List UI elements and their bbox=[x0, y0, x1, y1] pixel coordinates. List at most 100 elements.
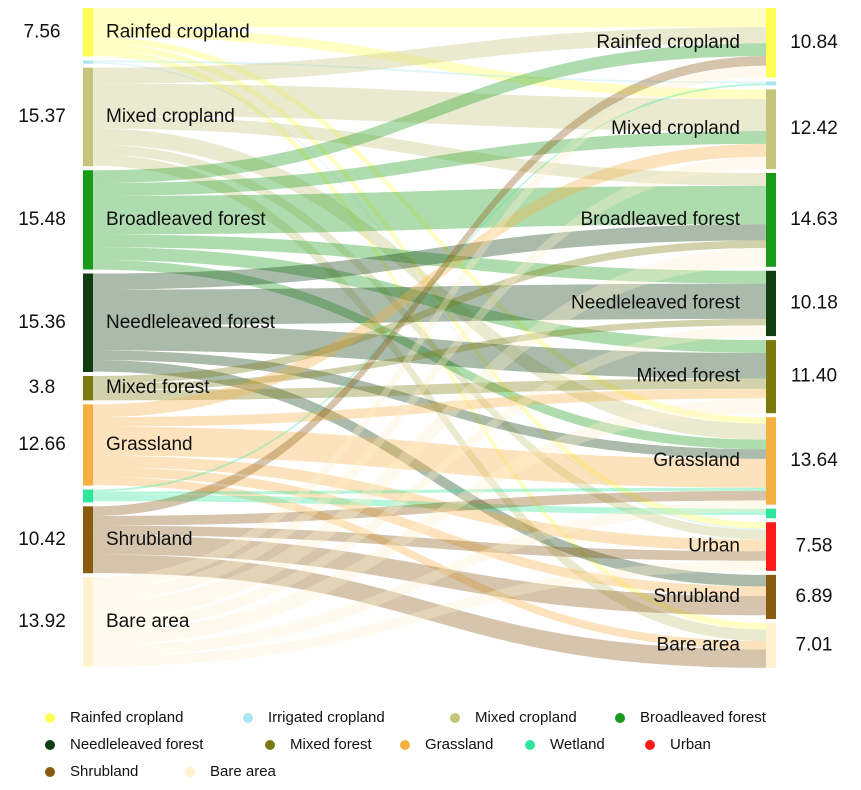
node-bar bbox=[83, 375, 93, 401]
node-bar bbox=[83, 273, 93, 372]
node-bar bbox=[766, 417, 776, 505]
flow bbox=[93, 388, 766, 427]
node-bar bbox=[83, 170, 93, 270]
node-bar bbox=[83, 404, 93, 486]
node-bar bbox=[766, 340, 776, 414]
flow bbox=[93, 426, 766, 488]
flow bbox=[93, 494, 766, 516]
flow bbox=[93, 185, 766, 235]
legend-marker bbox=[450, 713, 460, 723]
flow bbox=[93, 398, 766, 646]
node-bar bbox=[766, 8, 776, 78]
value-label: 12.42 bbox=[790, 118, 838, 139]
node-bar bbox=[83, 577, 93, 667]
value-label: 15.37 bbox=[18, 106, 66, 127]
node-label: Rainfed cropland bbox=[596, 32, 740, 53]
flow bbox=[93, 62, 766, 530]
flow bbox=[93, 554, 766, 668]
legend-marker bbox=[645, 740, 655, 750]
legend-text: Wetland bbox=[550, 736, 605, 753]
value-label: 6.89 bbox=[796, 586, 833, 607]
node-bar bbox=[766, 172, 776, 267]
legend-marker bbox=[45, 740, 55, 750]
flow bbox=[93, 43, 766, 529]
node-bar bbox=[766, 81, 776, 86]
legend-text: Rainfed cropland bbox=[70, 709, 183, 726]
node-bar bbox=[766, 508, 776, 519]
flow bbox=[93, 224, 766, 290]
flow bbox=[93, 56, 766, 516]
legend-text: Needleleaved forest bbox=[70, 736, 204, 753]
flow bbox=[93, 283, 766, 325]
node-label: Needleleaved forest bbox=[571, 292, 741, 313]
legend-text: Irrigated cropland bbox=[268, 709, 385, 726]
flow bbox=[93, 144, 766, 540]
flow bbox=[93, 490, 766, 526]
flow bbox=[93, 43, 766, 184]
legend-marker bbox=[615, 713, 625, 723]
flow bbox=[93, 83, 766, 492]
node-label: Shrubland bbox=[653, 586, 740, 607]
node-label: Broadleaved forest bbox=[581, 209, 741, 230]
legend-text: Shrubland bbox=[70, 763, 138, 780]
node-label: Broadleaved forest bbox=[106, 209, 266, 230]
flow bbox=[93, 525, 766, 561]
flow bbox=[93, 248, 766, 620]
flow bbox=[93, 128, 766, 440]
flow bbox=[93, 325, 766, 631]
flow bbox=[93, 560, 766, 667]
value-label: 10.18 bbox=[790, 292, 838, 313]
node-bar bbox=[83, 8, 93, 57]
value-label: 7.01 bbox=[796, 635, 833, 656]
node-bar bbox=[766, 89, 776, 169]
value-label: 15.48 bbox=[18, 209, 66, 230]
flow bbox=[93, 500, 766, 657]
node-label: Grassland bbox=[653, 450, 740, 471]
flow bbox=[93, 350, 766, 459]
flow bbox=[93, 234, 766, 284]
node-label: Urban bbox=[688, 536, 740, 557]
flow bbox=[93, 115, 766, 186]
node-label: Grassland bbox=[106, 434, 193, 455]
value-label: 15.36 bbox=[18, 312, 66, 333]
legend-marker bbox=[45, 767, 55, 777]
node-label: Mixed forest bbox=[637, 366, 741, 387]
flow bbox=[93, 467, 766, 597]
flow bbox=[93, 260, 766, 450]
flow bbox=[93, 360, 766, 587]
nodes bbox=[83, 8, 776, 668]
legend-marker bbox=[45, 713, 55, 723]
node-label: Bare area bbox=[657, 635, 741, 656]
flow bbox=[93, 324, 766, 379]
legend-text: Bare area bbox=[210, 763, 277, 780]
flow bbox=[93, 49, 766, 630]
node-bar bbox=[766, 270, 776, 337]
flow bbox=[93, 378, 766, 401]
node-label: Rainfed cropland bbox=[106, 21, 250, 42]
flow bbox=[93, 455, 766, 552]
flow bbox=[93, 131, 766, 196]
flow bbox=[93, 535, 766, 616]
legend-text: Mixed cropland bbox=[475, 709, 577, 726]
legend-marker bbox=[265, 740, 275, 750]
legend: Rainfed cropland Irrigated cropland Mixed … bbox=[45, 709, 767, 780]
node-label: Mixed cropland bbox=[106, 106, 235, 127]
value-label: 10.42 bbox=[18, 529, 66, 550]
flow bbox=[93, 247, 766, 353]
legend-text: Broadleaved forest bbox=[640, 709, 767, 726]
legend-text: Urban bbox=[670, 736, 711, 753]
legend-marker bbox=[185, 767, 195, 777]
node-label: Needleleaved forest bbox=[106, 312, 276, 333]
flow bbox=[93, 143, 766, 418]
flow bbox=[93, 65, 766, 589]
flow bbox=[93, 60, 766, 84]
node-bar bbox=[766, 574, 776, 620]
labels: Rainfed cropland 7.56 Mixed cropland 15.37 B… bbox=[18, 21, 838, 655]
node-bar bbox=[83, 67, 93, 167]
flow bbox=[93, 240, 766, 384]
value-label: 10.84 bbox=[790, 32, 838, 53]
value-label: 13.92 bbox=[18, 611, 66, 632]
node-label: Mixed cropland bbox=[611, 118, 740, 139]
legend-marker bbox=[243, 713, 253, 723]
